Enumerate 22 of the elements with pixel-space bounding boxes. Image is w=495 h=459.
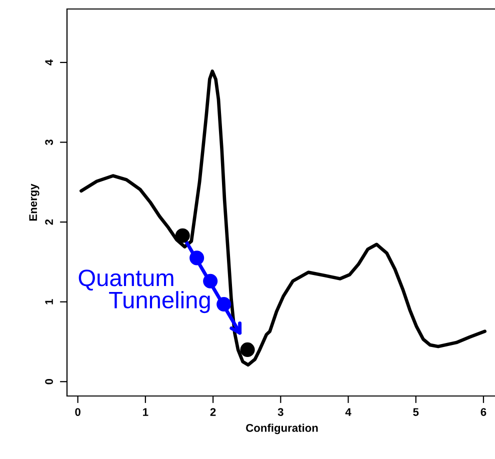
point [240,342,255,358]
x-tick-label: 4 [345,408,352,416]
x-tick-label: 1 [143,408,148,416]
y-tick-label: 1 [45,299,53,304]
point [175,228,190,243]
x-axis-title: Configuration [246,424,318,434]
y-tick-label: 0 [45,379,53,384]
x-tick-label: 0 [75,408,80,416]
y-tick-label: 4 [45,59,53,66]
line-series [80,70,486,367]
point [190,250,204,266]
annotation: Tunneling [109,291,210,314]
annotation: Quantum [78,270,174,291]
y-tick-label: 2 [45,219,53,225]
x-tick-label: 2 [210,408,216,416]
y-axis-title: Energy [29,184,40,221]
x-tick-label: 3 [278,408,284,416]
point [203,274,218,288]
x-tick-label: 6 [480,408,486,416]
point [216,296,232,312]
y-tick-label: 3 [45,140,54,146]
x-tick-label: 5 [413,408,419,416]
